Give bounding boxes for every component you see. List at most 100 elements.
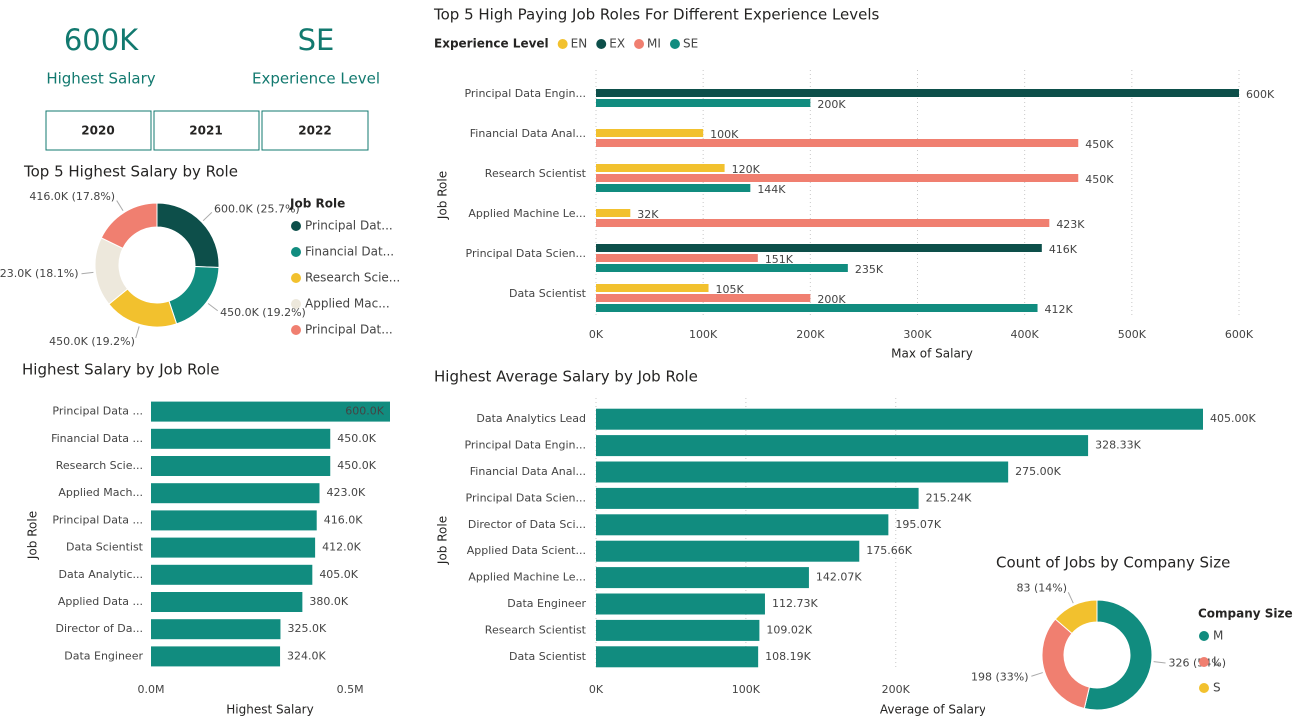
slicer-button[interactable] — [261, 110, 369, 151]
bar — [596, 129, 704, 137]
legend-title: Company Size — [1198, 607, 1293, 621]
data-label: 215.24K — [926, 491, 972, 504]
data-label: 416K — [1049, 243, 1078, 256]
legend-marker — [291, 299, 301, 309]
legend-label: Financial Dat... — [305, 245, 394, 259]
bar — [596, 99, 811, 107]
leader-line — [1067, 592, 1074, 604]
data-label: 325.0K — [287, 622, 326, 635]
y-tick-label: Data Scientist — [66, 541, 144, 554]
legend-label: MI — [647, 37, 661, 51]
legend-marker — [634, 39, 645, 49]
x-tick-label: 0K — [589, 683, 604, 696]
data-label: 416.0K — [324, 513, 363, 526]
bar — [151, 646, 281, 667]
bar — [151, 456, 331, 476]
legend-label: EX — [609, 37, 625, 51]
y-tick-label: Principal Data ... — [52, 405, 143, 418]
bar — [151, 537, 316, 558]
y-tick-label: Data Engineer — [507, 597, 586, 610]
bar — [596, 593, 765, 615]
bar — [151, 564, 313, 585]
leader-line — [81, 271, 94, 275]
data-label: 600.0K (25.7%) — [214, 203, 300, 216]
legend-marker — [291, 221, 301, 231]
data-label: 275.00K — [1015, 465, 1061, 478]
data-label: 450K — [1085, 173, 1114, 186]
slicer-button[interactable] — [45, 110, 152, 151]
slicer-button[interactable] — [153, 110, 260, 151]
legend-marker — [291, 325, 301, 335]
leader-line — [1031, 672, 1043, 677]
donut-slice — [168, 266, 220, 325]
bar-chart: Top 5 High Paying Job Roles For Differen… — [433, 6, 1275, 361]
data-label: 380.0K — [309, 595, 348, 608]
legend-marker — [557, 39, 568, 49]
y-tick-label: Data Analytic... — [59, 568, 143, 581]
legend-label: S — [1213, 681, 1221, 695]
y-tick-label: Research Scientist — [485, 167, 587, 180]
y-tick-label: Applied Mach... — [58, 486, 143, 499]
data-label: 416.0K (17.8%) — [29, 190, 115, 203]
leader-line — [202, 212, 213, 222]
x-tick-label: 500K — [1118, 328, 1147, 341]
bar — [596, 264, 848, 272]
bar — [151, 401, 390, 422]
bar — [596, 139, 1079, 147]
x-tick-label: 200K — [796, 328, 825, 341]
legend-marker — [1199, 631, 1209, 641]
data-label: 142.07K — [816, 571, 862, 584]
kpi-value: 600K — [64, 23, 139, 57]
bar — [596, 514, 889, 536]
donut-slice — [1083, 599, 1153, 711]
legend-label: Research Scie... — [305, 271, 400, 285]
data-label: 324.0K — [287, 649, 326, 662]
legend-label: L — [1213, 655, 1220, 669]
legend-label: EN — [571, 37, 588, 51]
y-tick-label: Applied Data ... — [58, 595, 143, 608]
x-tick-label: 600K — [1225, 328, 1254, 341]
y-tick-label: Data Scientist — [509, 650, 587, 663]
legend-label: Applied Mac... — [305, 297, 390, 311]
bar — [596, 294, 811, 302]
chart-title: Top 5 High Paying Job Roles For Differen… — [433, 6, 880, 24]
data-label: 151K — [765, 253, 794, 266]
data-label: 175.66K — [866, 544, 912, 557]
bar — [596, 174, 1079, 182]
bar-chart: Highest Average Salary by Job Role 0K 100K… — [434, 368, 1256, 717]
y-tick-label: Applied Machine Le... — [468, 207, 586, 220]
bar — [596, 435, 1089, 457]
legend-label: Principal Dat... — [305, 219, 393, 233]
data-label: 423.0K (18.1%) — [0, 267, 79, 280]
bar — [596, 164, 725, 172]
slicer-label[interactable]: 2021 — [189, 124, 222, 138]
data-label: 198 (33%) — [971, 670, 1029, 683]
legend-marker — [596, 39, 607, 49]
donut-slice — [100, 202, 158, 250]
bar — [151, 510, 317, 531]
x-tick-label: 0.0M — [138, 683, 165, 696]
slicer-label[interactable]: 2020 — [81, 124, 114, 138]
x-tick-label: 0K — [589, 328, 604, 341]
kpi-label: Highest Salary — [46, 70, 155, 88]
data-label: 600K — [1246, 88, 1275, 101]
y-tick-label: Applied Data Scient... — [467, 544, 586, 557]
slicer-label[interactable]: 2022 — [298, 124, 331, 138]
data-label: 328.33K — [1095, 439, 1141, 452]
legend-marker — [669, 39, 680, 49]
x-axis-title: Max of Salary — [891, 347, 973, 361]
bar — [596, 184, 751, 192]
data-label: 405.00K — [1210, 412, 1256, 425]
bar — [596, 646, 759, 668]
bar — [596, 284, 709, 292]
leader-line — [116, 200, 124, 211]
data-label: 450.0K — [337, 459, 376, 472]
data-label: 109.02K — [766, 623, 812, 636]
legend-marker — [1199, 657, 1209, 667]
legend-label: M — [1213, 629, 1223, 643]
y-tick-label: Financial Data Anal... — [470, 127, 586, 140]
bar-chart: Highest Salary by Job Role 0.0M 0.5M Princi… — [22, 361, 390, 717]
data-label: 235K — [855, 263, 884, 276]
bar — [596, 89, 1239, 97]
